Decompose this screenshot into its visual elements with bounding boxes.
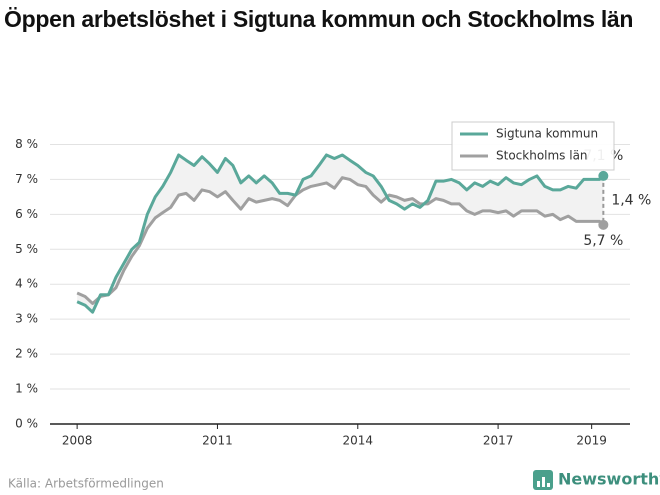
y-tick-label: 2 % xyxy=(15,347,38,361)
legend-label: Stockholms län xyxy=(496,149,588,163)
y-tick-label: 1 % xyxy=(15,382,38,396)
x-tick-label: 2019 xyxy=(576,434,607,448)
series-line xyxy=(76,176,605,305)
x-tick-label: 2011 xyxy=(202,434,233,448)
logo-icon-bar xyxy=(547,483,550,487)
y-tick-label: 4 % xyxy=(15,277,38,291)
x-tick-label: 2008 xyxy=(62,434,93,448)
end-point xyxy=(598,219,609,230)
end-point xyxy=(598,170,609,181)
y-tick-label: 5 % xyxy=(15,242,38,256)
difference-band xyxy=(77,154,604,313)
logo: Newsworthy xyxy=(533,470,660,490)
series-line xyxy=(76,153,605,314)
legend-box xyxy=(451,121,615,171)
x-tick-label: 2017 xyxy=(483,434,514,448)
y-tick-label: 8 % xyxy=(15,137,38,151)
logo-text: Newsworthy xyxy=(558,470,660,489)
logo-icon-bar xyxy=(542,477,545,487)
logo-icon-bar xyxy=(537,481,540,487)
chart-title: Öppen arbetslöshet i Sigtuna kommun och … xyxy=(4,6,634,32)
legend-label: Sigtuna kommun xyxy=(496,127,598,141)
y-tick-label: 7 % xyxy=(15,172,38,186)
y-tick-label: 3 % xyxy=(15,312,38,326)
y-tick-label: 6 % xyxy=(15,207,38,221)
end-label: 5,7 % xyxy=(583,233,623,249)
y-tick-label: 0 % xyxy=(15,417,38,431)
x-tick-label: 2014 xyxy=(343,434,374,448)
legend: Sigtuna kommun Stockholms län xyxy=(451,121,615,171)
difference-label: 1,4 % xyxy=(611,192,651,208)
source: Källa: Arbetsförmedlingen xyxy=(8,477,164,491)
